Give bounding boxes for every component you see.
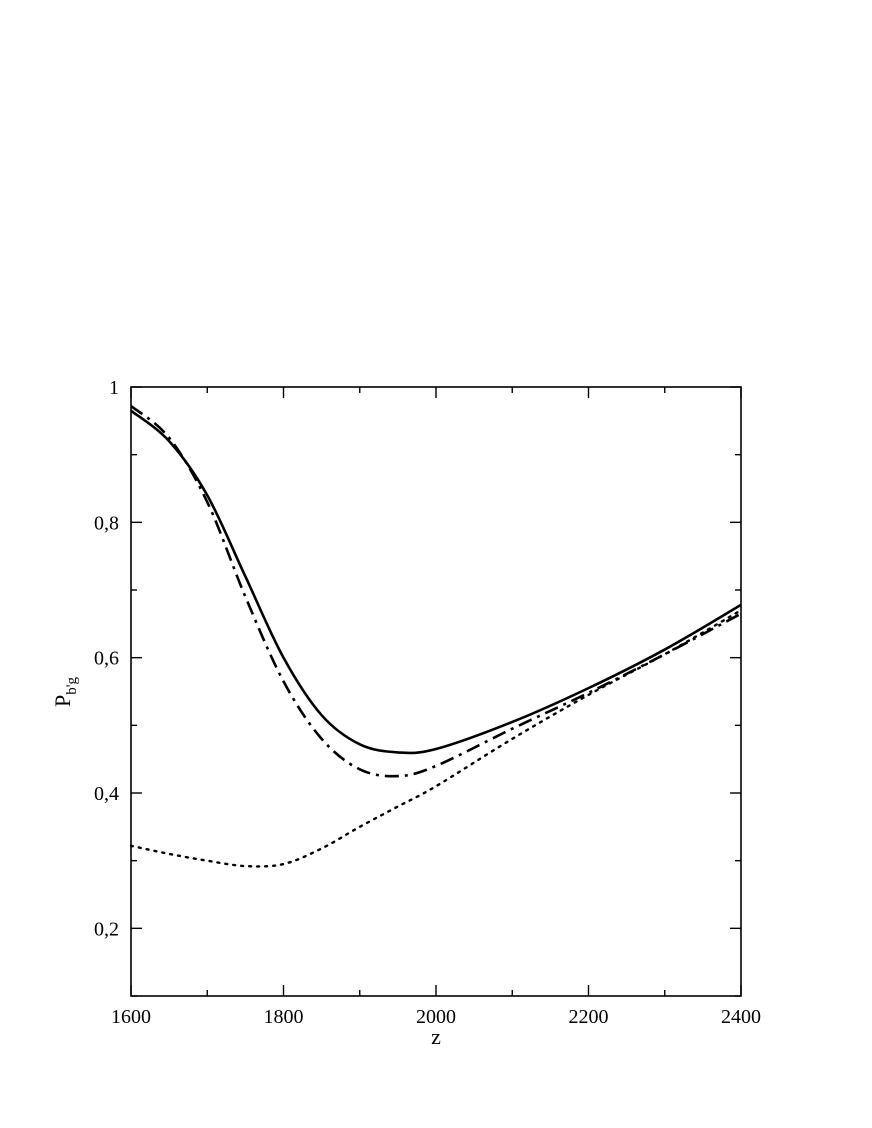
series-lines bbox=[129, 404, 743, 868]
y-tick-label: 0,6 bbox=[94, 648, 119, 670]
y-tick-label: 0,2 bbox=[94, 918, 119, 940]
y-tick-label: 0,8 bbox=[94, 512, 119, 534]
axis-ticks bbox=[130, 386, 742, 997]
x-axis-title: z bbox=[431, 1024, 441, 1049]
series-line-dashdot bbox=[130, 404, 742, 778]
x-tick-label: 2000 bbox=[416, 1006, 456, 1028]
series-line-solid bbox=[130, 409, 742, 755]
x-tick-label: 2400 bbox=[721, 1006, 761, 1028]
y-axis-title-sub: b'g bbox=[64, 677, 80, 695]
y-tick-label: 1 bbox=[109, 377, 119, 399]
x-tick-label: 1600 bbox=[111, 1006, 151, 1028]
y-axis-title: Pb'g bbox=[50, 677, 80, 707]
x-tick-label: 2200 bbox=[569, 1006, 609, 1028]
series-line-dotted bbox=[129, 609, 743, 868]
y-axis-title-main: P bbox=[50, 695, 75, 707]
y-tick-label: 0,4 bbox=[94, 783, 119, 805]
tick-labels: 1600 1800 2000 2200 2400 0,2 0,4 0,6 0,8 1 bbox=[94, 377, 761, 1028]
plot-frame bbox=[130, 386, 742, 997]
x-tick-label: 1800 bbox=[264, 1006, 304, 1028]
